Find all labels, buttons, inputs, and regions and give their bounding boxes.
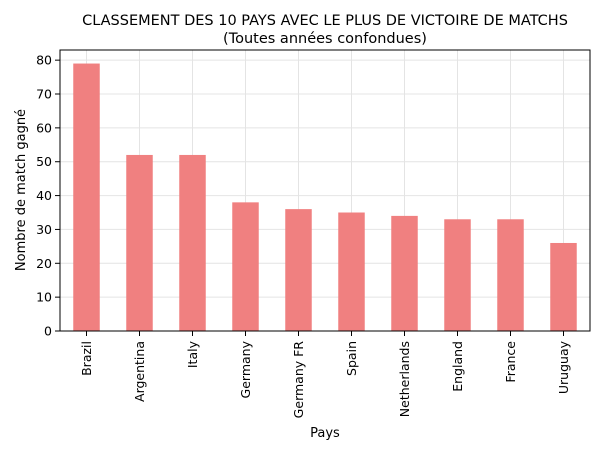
x-axis: Brazil Argentina Italy Germany Germany FR Spa…	[79, 331, 571, 418]
bar-england	[444, 219, 471, 331]
y-tick-label: 60	[36, 120, 52, 135]
x-tick-label: Argentina	[132, 341, 147, 402]
bar-brazil	[73, 63, 100, 331]
x-tick-label: Germany	[238, 340, 253, 398]
chart-title: CLASSEMENT DES 10 PAYS AVEC LE PLUS DE V…	[82, 13, 568, 29]
y-tick-label: 50	[36, 154, 52, 169]
bars	[73, 63, 577, 331]
x-tick-label: England	[450, 341, 465, 392]
y-axis: 0 10 20 30 40 50 60 70 80	[36, 53, 60, 339]
y-tick-label: 70	[36, 87, 52, 102]
bar-italy	[179, 154, 206, 331]
y-axis-label: Nombre de match gagné	[14, 109, 29, 271]
y-tick-label: 40	[36, 188, 52, 203]
y-tick-label: 20	[36, 256, 52, 271]
bar-uruguay	[550, 242, 577, 331]
x-tick-label: Italy	[185, 340, 200, 368]
plot-frame	[59, 49, 591, 332]
y-tick-label: 0	[44, 324, 52, 339]
x-tick-label: Uruguay	[556, 340, 571, 394]
x-tick-label: France	[503, 341, 518, 383]
bar-germany	[232, 202, 259, 331]
x-tick-label: Brazil	[79, 341, 94, 376]
bar-argentina	[126, 154, 153, 331]
bar-netherlands	[391, 215, 418, 331]
bar-germany-fr	[285, 209, 312, 331]
bar-france	[497, 219, 524, 331]
x-axis-label: Pays	[310, 426, 340, 441]
x-tick-label: Spain	[344, 341, 359, 376]
y-tick-label: 10	[36, 290, 52, 305]
y-tick-label: 30	[36, 222, 52, 237]
y-tick-label: 80	[36, 53, 52, 68]
x-tick-label: Netherlands	[397, 341, 412, 417]
x-tick-label: Germany FR	[291, 341, 306, 419]
chart-subtitle: (Toutes années confondues)	[223, 31, 427, 47]
bar-spain	[338, 212, 365, 331]
